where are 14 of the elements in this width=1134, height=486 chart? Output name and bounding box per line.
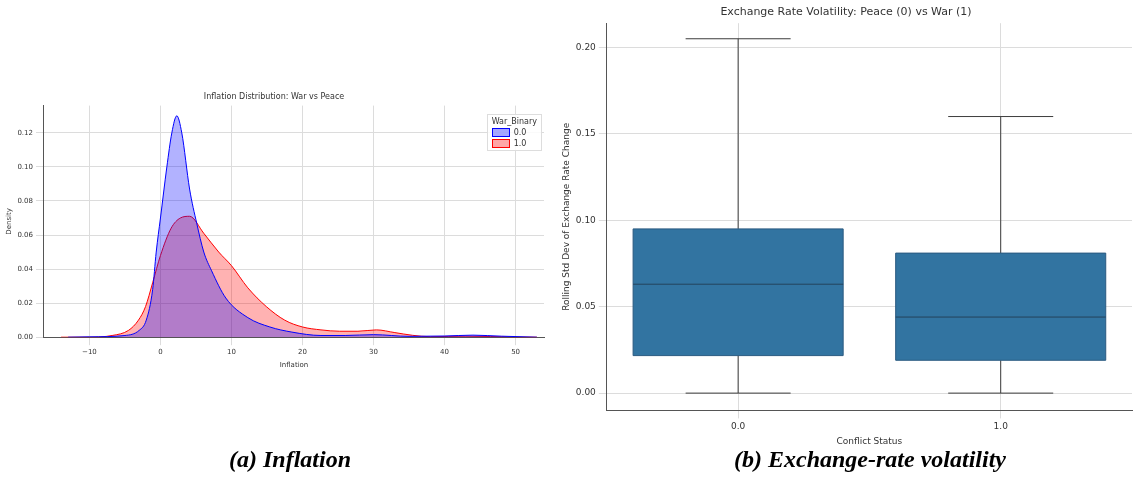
- legend-label: 1.0: [513, 139, 527, 148]
- text: (b) Exchange-rate volatility: [734, 446, 1006, 472]
- x-axis-title: Conflict Status: [836, 435, 903, 446]
- y-tick-label: 0.20: [575, 41, 597, 52]
- y-tick-label: 0.05: [575, 301, 596, 312]
- y-axis-title: Rolling Std Dev of Exchange Rate Change: [560, 122, 571, 311]
- text: (a) Inflation: [228, 446, 351, 472]
- y-tick-label: 0.15: [575, 128, 596, 139]
- y-tick-label: 0.00: [575, 387, 597, 398]
- chart-title: Exchange Rate Volatility: Peace (0) vs War (1): [720, 5, 972, 19]
- chart-title: Inflation Distribution: War vs Peace: [203, 91, 345, 101]
- legend-label: 0.0: [513, 128, 527, 137]
- y-tick-label: 0.10: [575, 214, 597, 225]
- legend-title: War_Binary: [491, 117, 537, 126]
